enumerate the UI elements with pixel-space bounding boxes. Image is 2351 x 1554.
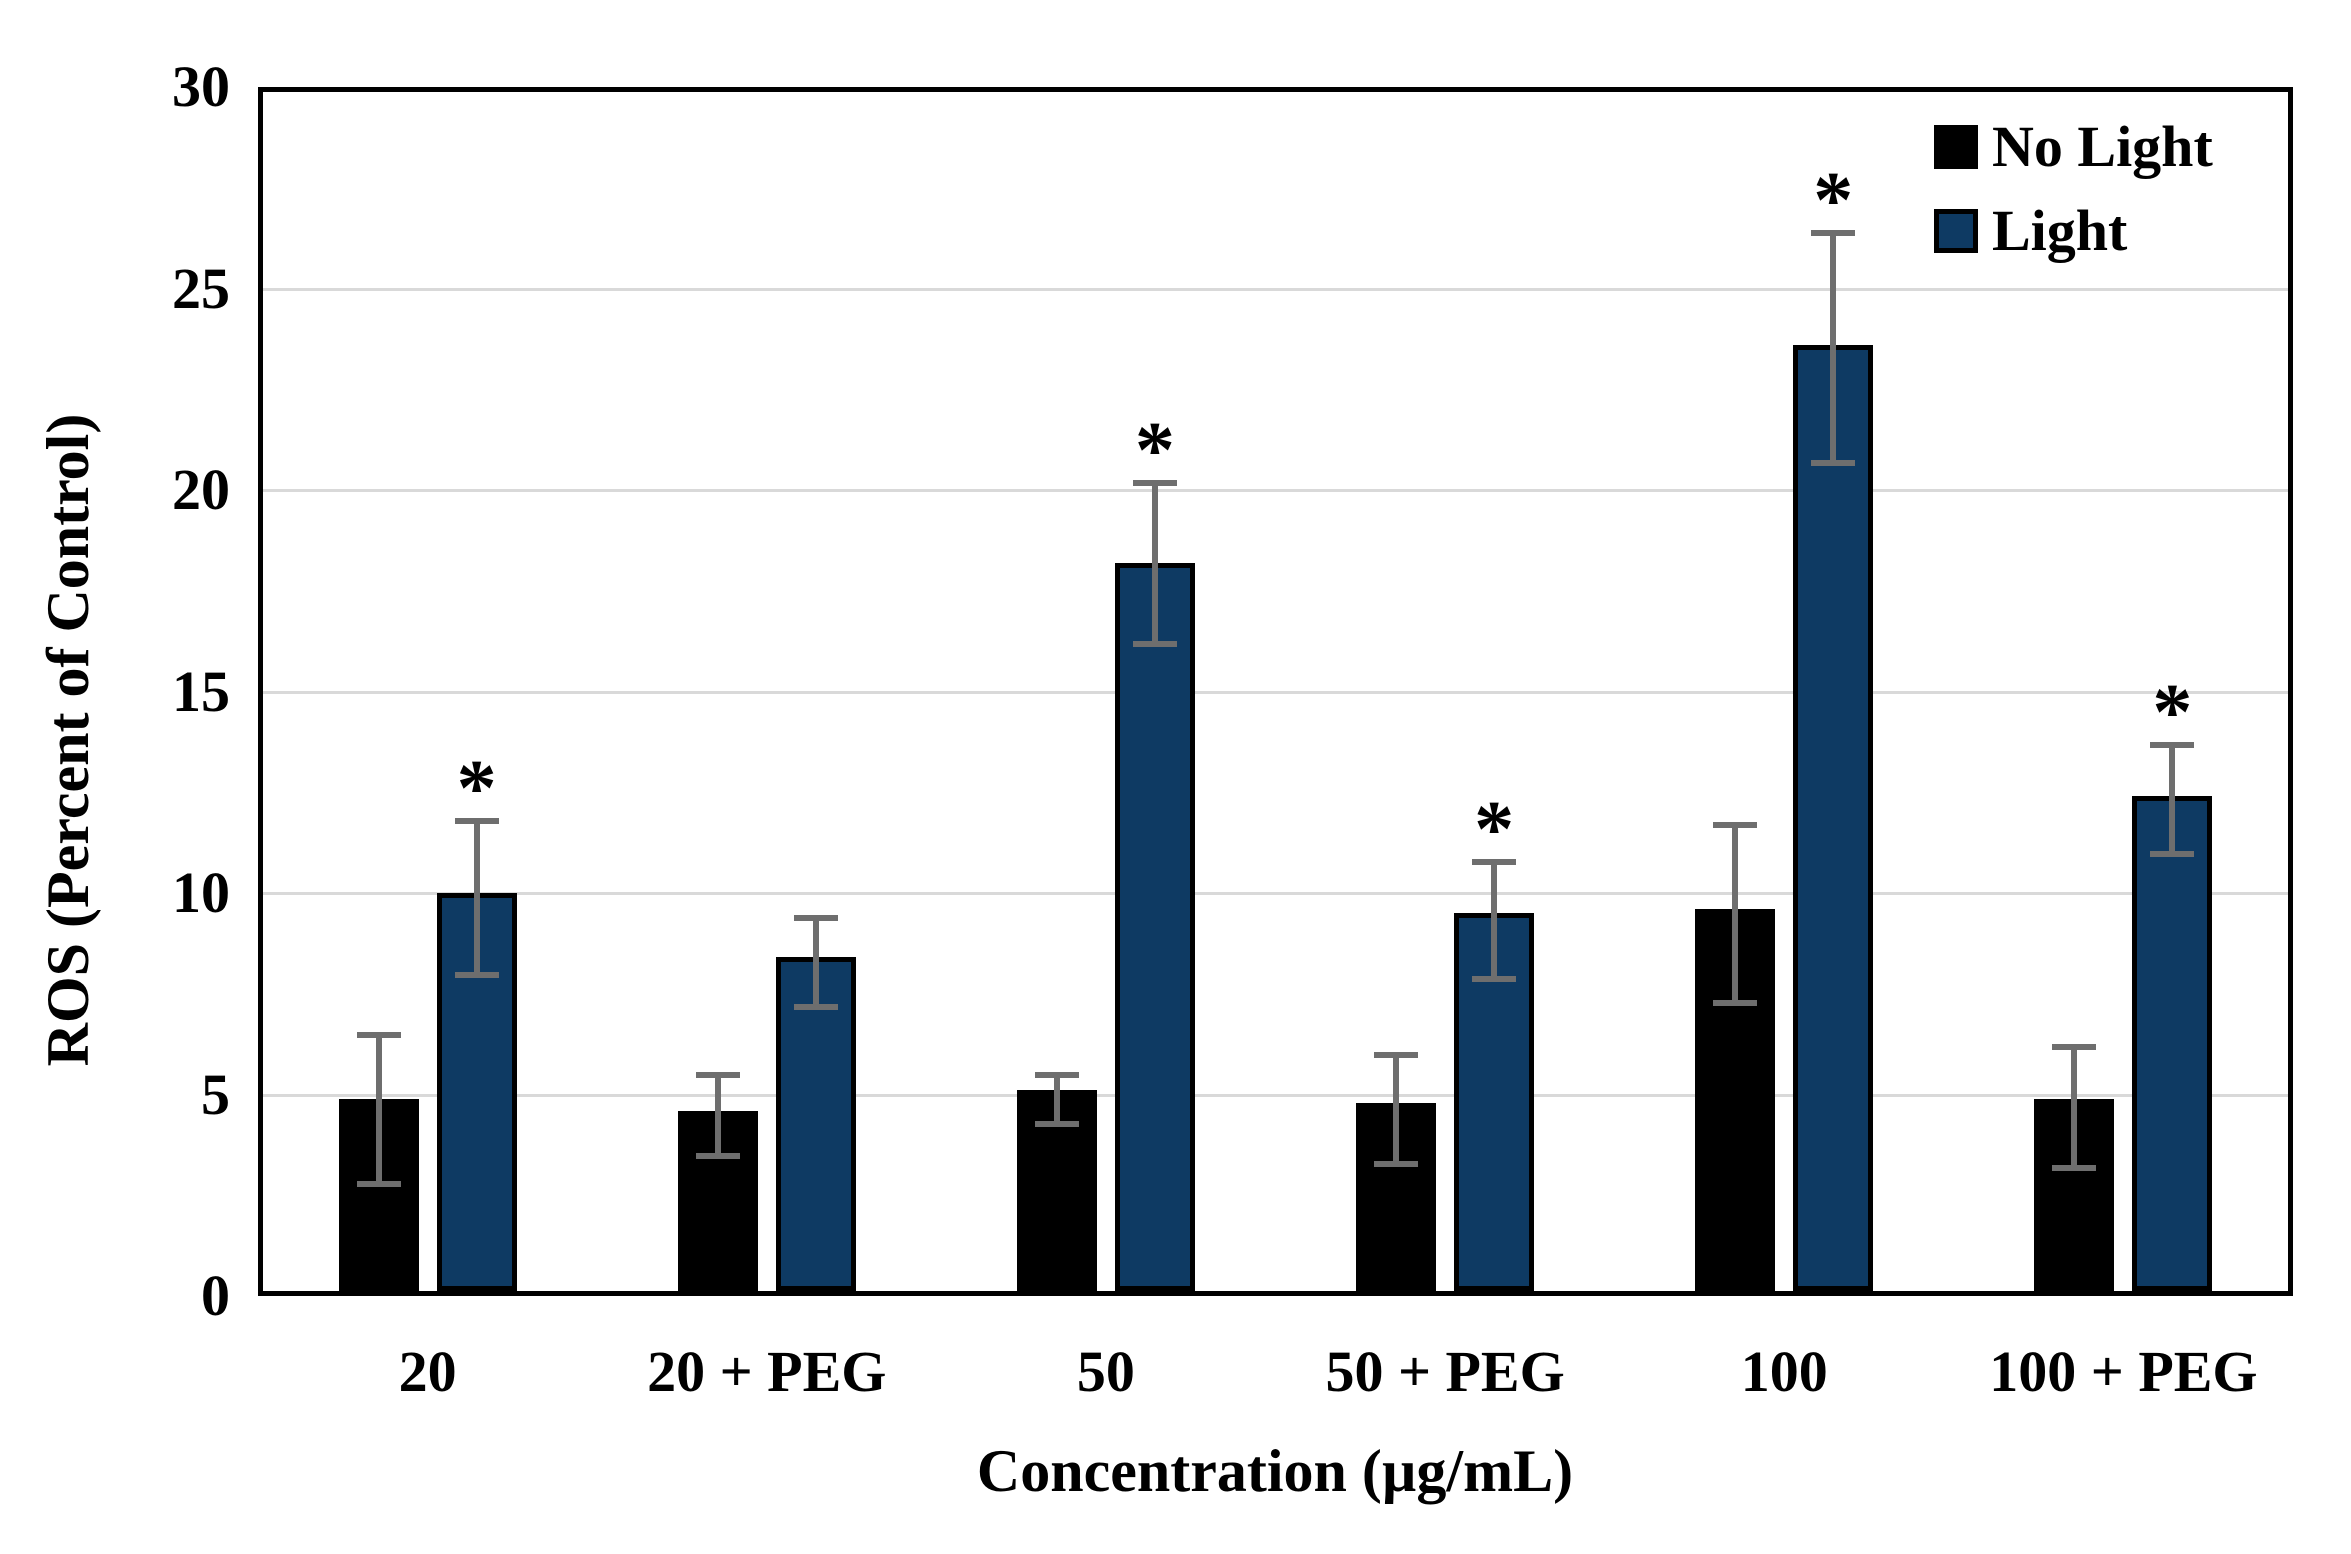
significance-asterisk: * (1134, 406, 1175, 495)
x-tick-label: 100 + PEG (1989, 1339, 2258, 1404)
significance-asterisk: * (1813, 157, 1854, 246)
y-tick-label: 30 (172, 54, 230, 119)
y-tick-label: 20 (172, 457, 230, 522)
light-bar-100 (1793, 344, 1874, 1291)
y-tick-label: 15 (172, 658, 230, 724)
legend-label-light: Light (1992, 198, 2128, 263)
x-tick-label: 50 (1076, 1339, 1135, 1404)
x-tick-label: 50 + PEG (1325, 1339, 1565, 1404)
y-axis-title: ROS (Percent of Control) (35, 413, 101, 1067)
legend: No Light Light (1934, 118, 2213, 286)
legend-label-no-light: No Light (1992, 114, 2213, 179)
no-light-swatch-icon (1934, 125, 1978, 169)
x-tick-label: 100 (1740, 1339, 1828, 1404)
y-tick-label: 10 (172, 860, 230, 925)
y-tick-label: 5 (201, 1061, 230, 1127)
gridline (263, 489, 2288, 492)
significance-asterisk: * (1474, 785, 1515, 874)
significance-asterisk: * (2152, 668, 2193, 757)
x-tick-label: 20 (398, 1339, 457, 1404)
gridline (263, 1093, 2288, 1097)
y-tick-label: 0 (201, 1263, 230, 1328)
light-swatch-icon (1934, 209, 1978, 253)
no-light-bar-20 (338, 1098, 419, 1291)
gridline (263, 690, 2288, 694)
gridline (263, 287, 2288, 291)
light-bar-50 (1114, 562, 1195, 1291)
light-bar-100+PEG (2132, 796, 2213, 1291)
plot-area: * * * * * (258, 87, 2293, 1296)
x-tick-label: 20 + PEG (647, 1339, 887, 1404)
gridline (263, 892, 2288, 895)
significance-asterisk: * (456, 745, 497, 834)
y-tick-label: 25 (172, 255, 230, 321)
legend-item-no-light: No Light (1934, 118, 2213, 176)
x-axis-title: Concentration (µg/mL) (976, 1438, 1574, 1504)
legend-item-light: Light (1934, 202, 2213, 260)
